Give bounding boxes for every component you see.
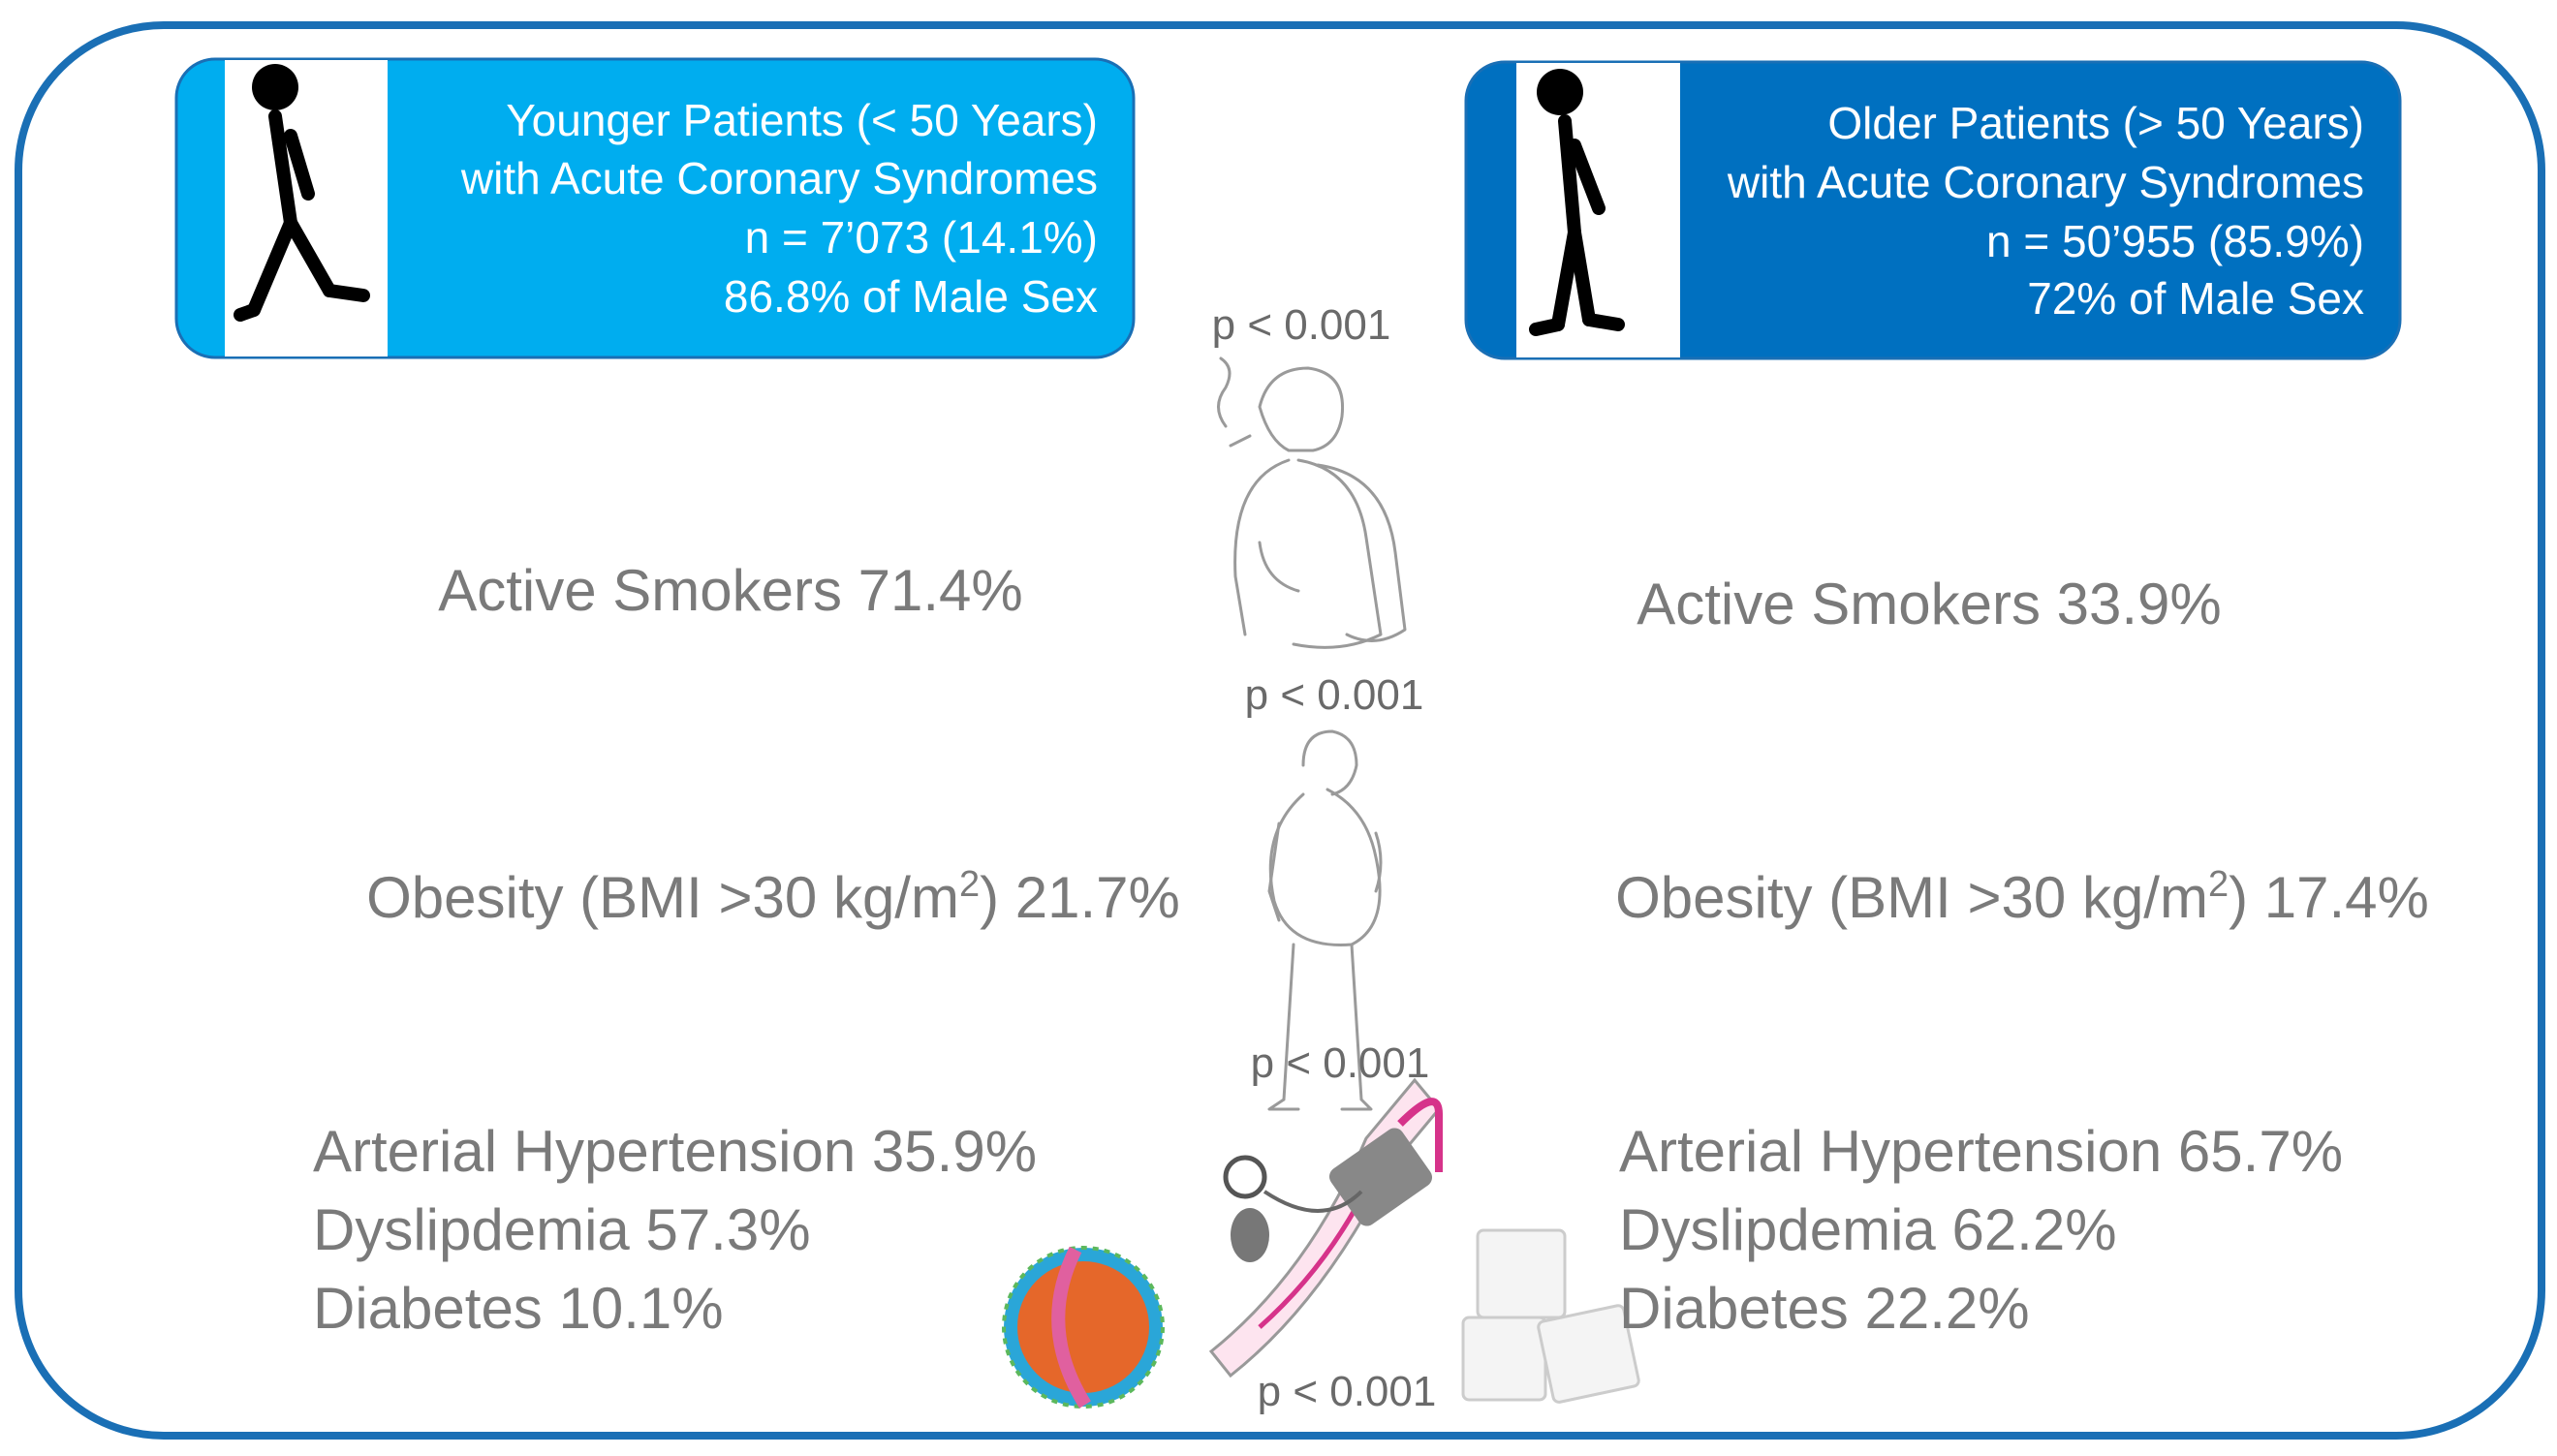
- obesity-sketch: [1267, 729, 1383, 1111]
- box-line: 72% of Male Sex: [2027, 273, 2364, 324]
- box-line: Younger Patients (< 50 Years): [506, 95, 1098, 145]
- obesity-text: ) 21.7%: [980, 865, 1180, 930]
- risk-right: Arterial Hypertension 65.7%: [1619, 1119, 2343, 1184]
- p-value: p < 0.001: [1258, 1368, 1437, 1415]
- box-line: with Acute Coronary Syndromes: [1727, 157, 2364, 207]
- obesity-left: Obesity (BMI >30 kg/m2) 21.7%: [366, 864, 1180, 930]
- lipoprotein-icon: [1002, 1246, 1165, 1409]
- box-bg: [1464, 60, 2402, 360]
- risk-left: Dyslipdemia 57.3%: [313, 1197, 811, 1262]
- obesity-text: ) 17.4%: [2229, 865, 2429, 930]
- superscript: 2: [959, 864, 980, 905]
- box-line: 86.8% of Male Sex: [724, 271, 1098, 322]
- smokers-right: Active Smokers 33.9%: [1637, 572, 2222, 636]
- risk-left: Diabetes 10.1%: [313, 1276, 724, 1341]
- box-line: Older Patients (> 50 Years): [1827, 98, 2364, 148]
- younger-box: Younger Patients (< 50 Years) with Acute…: [174, 57, 1136, 359]
- walker-icon: [234, 64, 370, 322]
- p-value: p < 0.001: [1212, 301, 1391, 349]
- obesity-text: Obesity (BMI >30 kg/m: [366, 865, 959, 930]
- frame: [15, 21, 2545, 1440]
- superscript: 2: [2208, 864, 2229, 905]
- obesity-right: Obesity (BMI >30 kg/m2) 17.4%: [1615, 864, 2429, 930]
- risk-right: Diabetes 22.2%: [1619, 1276, 2030, 1341]
- box-line: n = 50’955 (85.9%): [1986, 216, 2364, 266]
- obesity-text: Obesity (BMI >30 kg/m: [1615, 865, 2208, 930]
- sugar-cubes: [1461, 1228, 1640, 1404]
- bp-sketch: [1208, 1077, 1443, 1379]
- p-value: p < 0.001: [1245, 671, 1424, 719]
- smoker-sketch: [1217, 356, 1407, 649]
- box-line: with Acute Coronary Syndromes: [460, 153, 1098, 203]
- elder-icon: [1529, 69, 1625, 336]
- p-value: p < 0.001: [1251, 1039, 1430, 1087]
- box-line: n = 7’073 (14.1%): [745, 212, 1098, 263]
- risk-right: Dyslipdemia 62.2%: [1619, 1197, 2117, 1262]
- box-bg: [174, 57, 1136, 359]
- risk-left: Arterial Hypertension 35.9%: [313, 1119, 1037, 1184]
- smokers-left: Active Smokers 71.4%: [438, 558, 1023, 623]
- older-box: Older Patients (> 50 Years) with Acute C…: [1464, 60, 2402, 360]
